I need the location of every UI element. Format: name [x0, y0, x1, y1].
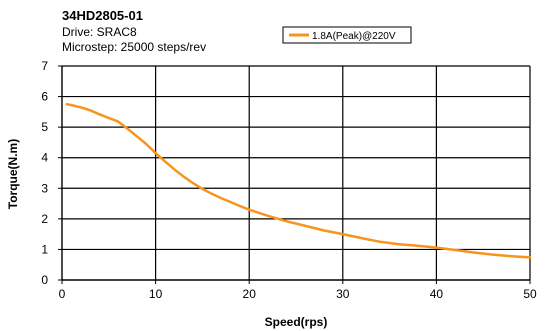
x-axis-title: Speed(rps) — [265, 315, 328, 329]
y-tick-label: 5 — [41, 120, 48, 134]
plot-area: 0 10 20 30 40 50 0 1 2 3 4 5 6 7 — [41, 59, 537, 301]
y-tick-label: 3 — [41, 181, 48, 195]
x-tick-label: 20 — [243, 287, 257, 301]
chart-title-model: 34HD2805-01 — [62, 8, 143, 23]
legend-box — [282, 26, 412, 44]
chart-subtitle-microstep: Microstep: 25000 steps/rev — [62, 40, 206, 54]
y-tick-label: 0 — [41, 273, 48, 287]
series-line — [65, 102, 532, 259]
legend-label: 1.8A(Peak)@220V — [312, 31, 396, 42]
chart-subtitle-drive: Drive: SRAC8 — [62, 25, 137, 39]
y-tick-label: 2 — [41, 212, 48, 226]
y-tick-label: 6 — [41, 90, 48, 104]
y-axis-title: Torque(N.m) — [6, 139, 20, 209]
y-tick-label: 1 — [41, 242, 48, 256]
x-tick-label: 50 — [523, 287, 537, 301]
x-tick-label: 30 — [336, 287, 350, 301]
y-tick-label: 4 — [41, 151, 48, 165]
x-tick-label: 40 — [430, 287, 444, 301]
plot-background — [62, 66, 530, 280]
y-tick-label: 7 — [41, 59, 48, 73]
x-tick-label: 0 — [59, 287, 66, 301]
x-tick-label: 10 — [149, 287, 163, 301]
legend: 1.8A(Peak)@220V — [282, 26, 412, 44]
